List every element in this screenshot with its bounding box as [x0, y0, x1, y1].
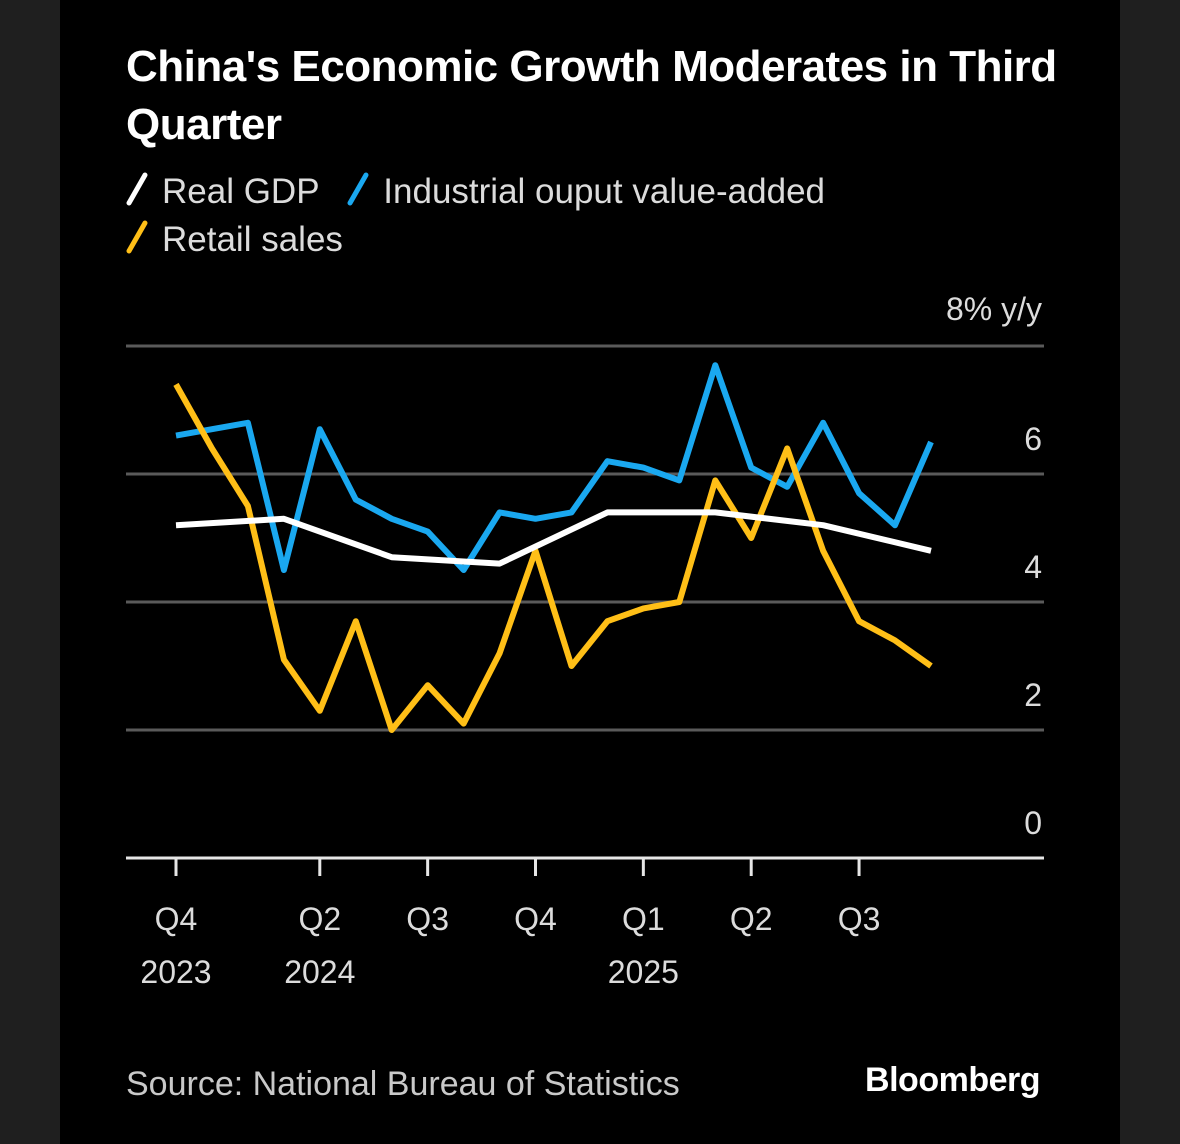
x-tick-year-4: 2025 [608, 954, 679, 990]
x-tick-label-2: Q3 [406, 901, 449, 937]
label-layer: 0 2 4 6 8% y/y Q4 2023 Q2 2024 Q3 Q4 Q1 2025 Q2 Q3 [140, 291, 1042, 990]
y-tick-label-2: 2 [1024, 677, 1042, 713]
legend-label-real-gdp: Real GDP [162, 172, 320, 211]
legend-item-industrial-output: Industrial ouput value-added [347, 168, 825, 216]
x-tick-year-1: 2024 [284, 954, 355, 990]
legend-label-industrial-output: Industrial ouput value-added [383, 172, 826, 211]
x-tick-year-0: 2023 [140, 954, 211, 990]
x-tick-label-5: Q2 [730, 901, 773, 937]
series-layer [173, 362, 934, 733]
legend-item-retail-sales: Retail sales [126, 216, 343, 264]
series-line-real-gdp [175, 509, 932, 567]
legend-swatch-real-gdp [126, 172, 148, 206]
x-tick-label-4: Q1 [622, 901, 665, 937]
chart-title: China's Economic Growth Moderates in Thi… [126, 42, 1057, 149]
y-tick-label-6: 6 [1024, 421, 1042, 457]
x-tick-label-3: Q4 [514, 901, 557, 937]
legend-swatch-retail-sales [126, 220, 148, 254]
y-tick-label-8: 8% y/y [946, 291, 1042, 327]
x-tick-label-6: Q3 [838, 901, 881, 937]
x-tick-label-0: Q4 [155, 901, 198, 937]
series-line-retail-sales [173, 382, 933, 733]
series-line-industrial-ouput-value-added [175, 362, 934, 573]
legend-item-real-gdp: Real GDP [126, 168, 320, 216]
axis-layer [126, 856, 1044, 876]
grid-layer [126, 344, 1044, 732]
legend-label-retail-sales: Retail sales [162, 220, 343, 259]
line-chart: 0 2 4 6 8% y/y Q4 2023 Q2 2024 Q3 Q4 Q1 2025 Q2 Q3 [126, 291, 1044, 990]
chart-card: China's Economic Growth Moderates in Thi… [60, 0, 1120, 1144]
bloomberg-logo: Bloomberg [865, 1061, 1040, 1099]
y-tick-label-0: 0 [1024, 805, 1042, 841]
legend-swatch-industrial-output [347, 172, 369, 206]
legend: Real GDP Industrial ouput value-added Re… [126, 168, 1026, 264]
x-tick-label-1: Q2 [298, 901, 341, 937]
y-tick-label-4: 4 [1024, 549, 1042, 585]
source-note: Source: National Bureau of Statistics [126, 1065, 680, 1103]
